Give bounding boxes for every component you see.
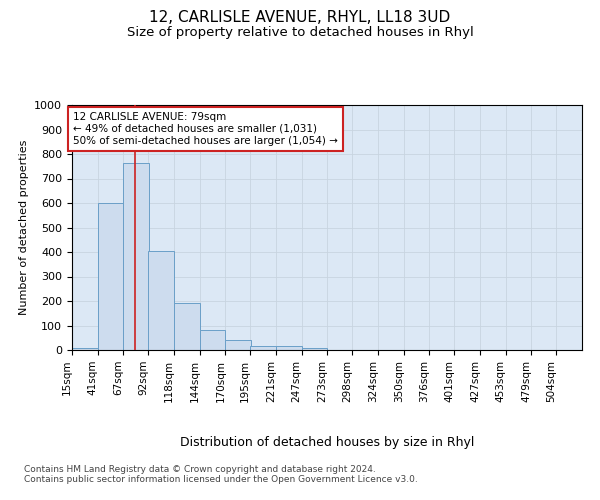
Bar	[200, 330, 226, 350]
Bar	[250, 346, 276, 350]
Bar	[174, 304, 200, 350]
Bar	[302, 348, 328, 350]
Text: Contains HM Land Registry data © Crown copyright and database right 2024.
Contai: Contains HM Land Registry data © Crown c…	[24, 465, 418, 484]
Text: 12 CARLISLE AVENUE: 79sqm
← 49% of detached houses are smaller (1,031)
50% of se: 12 CARLISLE AVENUE: 79sqm ← 49% of detac…	[73, 112, 338, 146]
Text: Distribution of detached houses by size in Rhyl: Distribution of detached houses by size …	[180, 436, 474, 449]
Bar	[98, 203, 124, 350]
Text: 12, CARLISLE AVENUE, RHYL, LL18 3UD: 12, CARLISLE AVENUE, RHYL, LL18 3UD	[149, 10, 451, 25]
Text: Size of property relative to detached houses in Rhyl: Size of property relative to detached ho…	[127, 26, 473, 39]
Bar	[124, 162, 149, 350]
Bar	[276, 346, 302, 350]
Bar	[148, 251, 174, 350]
Bar	[226, 340, 251, 350]
Y-axis label: Number of detached properties: Number of detached properties	[19, 140, 29, 315]
Bar	[72, 348, 98, 350]
